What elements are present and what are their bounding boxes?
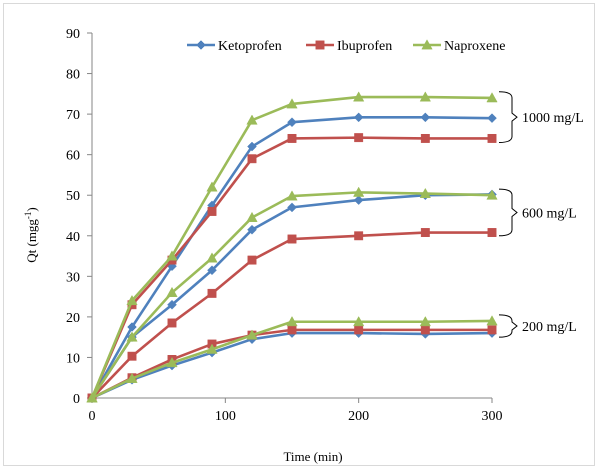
data-point-ibuprofen: [354, 325, 364, 335]
data-point-naproxene: [286, 98, 298, 109]
data-point-naproxene: [166, 250, 178, 261]
series-ketoprofen-200-mg-l: [87, 328, 497, 403]
data-point-ibuprofen: [487, 325, 497, 335]
data-point-ibuprofen: [247, 154, 257, 164]
data-point-naproxene: [486, 315, 498, 326]
y-tick-label: 80: [66, 68, 80, 83]
series-line-ketoprofen-200-mg-l: [91, 331, 493, 400]
data-point-naproxene: [126, 331, 138, 342]
data-point-naproxene: [246, 114, 258, 125]
data-point-ibuprofen: [354, 231, 364, 241]
data-point-naproxene: [206, 252, 218, 263]
y-tick-label: 40: [66, 230, 80, 245]
legend-label-ibuprofen: Ibuprofen: [337, 39, 392, 54]
legend-marker-ketoprofen: [196, 40, 206, 50]
data-point-naproxene: [353, 91, 365, 102]
y-tick-label: 10: [66, 351, 80, 366]
data-point-ketoprofen: [353, 112, 364, 123]
series-line-ketoprofen-1000-mg-l: [90, 116, 493, 399]
data-point-ketoprofen: [247, 224, 257, 235]
data-point-ketoprofen: [247, 141, 257, 152]
x-tick-label: 100: [215, 409, 236, 424]
data-point-ibuprofen: [247, 255, 257, 265]
data-point-ibuprofen: [420, 325, 430, 335]
data-point-ibuprofen: [487, 228, 497, 237]
data-point-ibuprofen: [207, 206, 217, 216]
data-point-naproxene: [246, 211, 258, 222]
y-tick-label: 70: [66, 108, 80, 123]
data-point-naproxene: [419, 187, 431, 199]
series-ibuprofen-1000-mg-l: [87, 133, 497, 403]
data-point-ibuprofen: [207, 288, 217, 298]
brace-600-mg-l: [498, 188, 518, 237]
annotation-200-mg-l: 200 mg/L: [522, 320, 577, 335]
data-point-naproxene: [286, 190, 298, 201]
brace-1000-mg-l: [498, 91, 518, 143]
y-tick-label: 20: [66, 311, 80, 326]
legend-label-naproxene: Naproxene: [444, 39, 505, 54]
annotation-1000-mg-l: 1000 mg/L: [522, 111, 584, 126]
y-tick-label: 30: [66, 270, 80, 285]
annotation-600-mg-l: 600 mg/L: [522, 206, 577, 221]
data-point-naproxene: [419, 316, 431, 327]
brace-200-mg-l: [498, 314, 518, 338]
data-point-ketoprofen: [207, 265, 217, 276]
data-point-naproxene: [166, 357, 178, 368]
data-point-naproxene: [206, 181, 218, 192]
x-tick-label: 200: [348, 409, 369, 424]
y-axis-label: Qt (mgg-1): [23, 207, 39, 263]
data-point-ketoprofen: [287, 117, 297, 128]
legend-marker-ibuprofen: [315, 40, 325, 50]
y-tick-label: 50: [66, 189, 80, 204]
data-point-naproxene: [353, 316, 365, 327]
data-point-ibuprofen: [287, 325, 297, 335]
series-ketoprofen-1000-mg-l: [87, 112, 497, 403]
data-point-ibuprofen: [167, 318, 177, 328]
data-point-ketoprofen: [420, 112, 431, 123]
data-point-naproxene: [166, 286, 178, 297]
data-point-naproxene: [419, 91, 431, 102]
data-point-ibuprofen: [354, 133, 364, 143]
data-point-ibuprofen: [420, 228, 430, 237]
data-point-naproxene: [246, 329, 258, 340]
legend-label-ketoprofen: Ketoprofen: [218, 39, 282, 54]
data-point-ibuprofen: [287, 133, 297, 143]
data-point-ibuprofen: [487, 133, 497, 143]
y-tick-label: 90: [66, 27, 80, 42]
x-tick-label: 300: [482, 409, 503, 424]
data-point-naproxene: [86, 392, 98, 403]
data-point-naproxene: [353, 186, 365, 197]
data-point-naproxene: [486, 92, 498, 103]
data-point-naproxene: [286, 316, 298, 327]
legend-marker-naproxene: [421, 39, 433, 50]
series-ibuprofen-600-mg-l: [87, 228, 497, 403]
x-axis-label: Time (min): [283, 449, 342, 464]
data-point-ketoprofen: [487, 113, 497, 124]
series-naproxene-200-mg-l: [86, 315, 498, 403]
data-point-ibuprofen: [287, 234, 297, 244]
series-line-ibuprofen-1000-mg-l: [90, 136, 492, 399]
x-tick-label: 0: [89, 409, 96, 424]
data-point-ketoprofen: [353, 195, 364, 205]
data-point-naproxene: [486, 189, 498, 200]
data-point-ibuprofen: [420, 133, 430, 143]
y-tick-label: 0: [73, 392, 80, 407]
y-tick-label: 60: [66, 149, 80, 164]
data-point-ibuprofen: [127, 351, 137, 361]
data-point-naproxene: [126, 294, 138, 306]
data-point-ketoprofen: [287, 202, 297, 213]
data-point-ketoprofen: [167, 299, 177, 310]
y-axis-label-superscript: -1: [23, 212, 33, 220]
y-axis-label-end: ): [24, 207, 39, 211]
data-point-naproxene: [206, 343, 218, 354]
data-point-naproxene: [126, 372, 138, 383]
